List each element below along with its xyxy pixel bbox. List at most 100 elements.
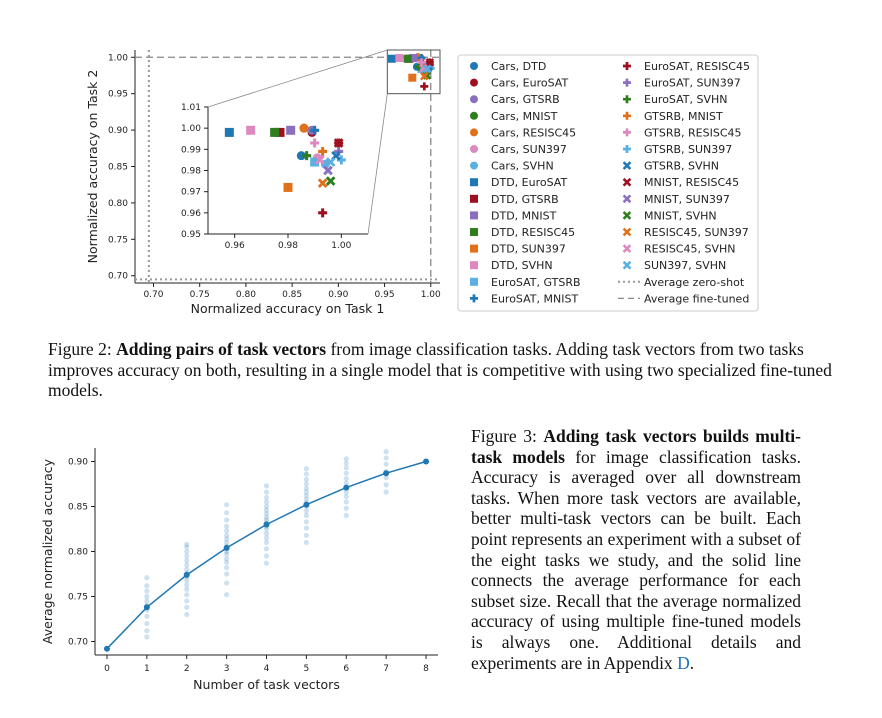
legend-marker <box>470 244 478 253</box>
experiment-point <box>224 571 230 577</box>
experiment-point <box>184 574 190 580</box>
x-tick-label: 0.85 <box>282 290 302 300</box>
experiment-point <box>303 500 309 506</box>
caption-text: from image classification tasks. Adding … <box>48 339 832 400</box>
experiment-point <box>263 523 270 529</box>
y-axis-title: Normalized accuracy on Task 2 <box>85 70 100 264</box>
legend-label: GTSRB, MNIST <box>644 110 723 123</box>
experiment-point <box>184 604 190 610</box>
legend-marker <box>470 178 478 187</box>
experiment-point <box>343 485 349 491</box>
experiment-point <box>184 586 190 592</box>
experiment-point <box>383 482 389 488</box>
experiment-point <box>144 613 150 619</box>
x-tick-label: 0.80 <box>236 290 256 300</box>
experiment-point <box>303 539 309 546</box>
inset-data-point <box>325 176 336 186</box>
experiment-point <box>224 532 230 538</box>
average-point <box>143 604 150 611</box>
appendix-link[interactable]: D <box>677 652 690 673</box>
y-tick-label: 0.75 <box>68 593 88 603</box>
inset-data-point <box>270 127 280 137</box>
data-point <box>403 54 412 63</box>
experiment-point <box>343 476 349 482</box>
legend-marker <box>622 177 632 187</box>
y-tick-label: 1.00 <box>108 53 128 63</box>
experiment-point <box>263 553 270 559</box>
experiment-point <box>224 548 230 555</box>
experiment-point <box>144 575 150 581</box>
inset-data-point <box>318 146 328 156</box>
legend-label: Average fine-tuned <box>644 292 749 305</box>
experiment-point <box>224 546 230 552</box>
experiment-point <box>144 602 150 609</box>
experiment-point <box>383 461 389 467</box>
data-point <box>419 71 429 81</box>
legend-label: DTD, RESISC45 <box>491 226 575 239</box>
experiment-point <box>224 539 230 546</box>
data-point <box>422 64 432 74</box>
legend-box <box>457 54 759 312</box>
experiment-point <box>263 520 270 526</box>
y-tick-label: 0.85 <box>108 163 128 173</box>
x-tick-label: 0 <box>104 664 110 674</box>
y-tick-label: 0.90 <box>68 458 88 468</box>
inset-data-point <box>318 208 328 218</box>
experiment-point <box>303 508 309 514</box>
y-tick-label: 0.70 <box>68 638 88 648</box>
x-tick-label: 5 <box>304 664 310 674</box>
experiment-point <box>303 512 309 519</box>
inset-data-point <box>310 157 320 167</box>
experiment-point <box>343 512 349 519</box>
experiment-point <box>343 465 349 471</box>
x-tick-label: 0.70 <box>143 290 163 300</box>
caption-bold: Adding task vectors builds multi-task mo… <box>471 426 801 467</box>
experiment-point <box>224 523 230 529</box>
experiment-point <box>184 592 190 598</box>
experiment-point <box>263 494 270 501</box>
x-tick-label: 4 <box>264 664 270 674</box>
inset-y-tick-label: 0.96 <box>181 209 201 219</box>
legend-marker <box>470 277 478 286</box>
main-scatter-plot: 0.70 0.75 0.80 0.85 0.90 0.95 1.00 0.70 0.75 0.80… <box>85 49 441 316</box>
experiment-point <box>144 588 150 594</box>
inset-data-point <box>302 151 312 161</box>
caption-label: Figure 3: <box>471 426 544 446</box>
x-tick-label: 1.00 <box>421 290 441 300</box>
experiment-point <box>263 507 270 513</box>
zoom-connector-top <box>207 49 388 108</box>
experiment-point <box>303 481 309 487</box>
experiment-point <box>343 499 349 505</box>
experiment-point <box>383 475 389 481</box>
experiment-point <box>303 466 309 472</box>
experiment-point <box>184 577 190 583</box>
experiment-point <box>224 551 230 557</box>
y-tick-label: 0.70 <box>108 272 128 282</box>
inset-y-tick-label: 1.01 <box>181 103 201 113</box>
experiment-point <box>343 460 349 466</box>
average-point <box>183 571 190 578</box>
inset-data-point <box>317 178 328 189</box>
average-point <box>343 484 350 491</box>
experiment-point <box>343 505 349 511</box>
experiment-point <box>144 634 150 640</box>
legend-label: Average zero-shot <box>644 276 745 289</box>
experiment-point <box>263 503 270 510</box>
inset-x-tick-label: 0.96 <box>225 241 245 251</box>
experiment-point <box>184 611 190 618</box>
average-point <box>303 501 310 508</box>
legend-marker <box>623 78 631 87</box>
y-tick-label: 0.95 <box>108 90 128 100</box>
y-tick-label: 0.75 <box>108 235 128 245</box>
experiment-point <box>144 598 150 604</box>
experiment-point <box>144 593 150 600</box>
legend-label: SUN397, SVHN <box>644 259 726 272</box>
legend-marker <box>470 194 478 203</box>
inset-y-tick-label: 0.98 <box>181 167 201 177</box>
inset-data-point <box>336 155 346 165</box>
experiment-point <box>263 499 270 505</box>
experiment-point <box>303 471 309 477</box>
inset-y-tick-label: 0.95 <box>181 230 201 240</box>
average-point <box>383 470 390 477</box>
legend-label: GTSRB, SUN397 <box>644 143 732 156</box>
